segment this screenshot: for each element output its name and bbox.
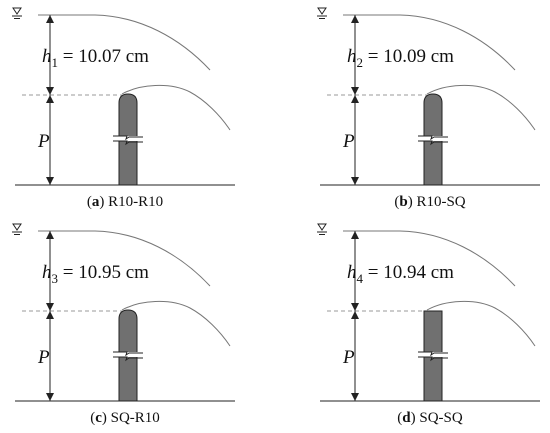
break-line-top [418, 135, 448, 141]
caption-letter: d [402, 410, 411, 426]
p-top-arrow [351, 311, 359, 319]
p-top-arrow [351, 95, 359, 103]
nappe-curve [121, 300, 231, 347]
head-subscript: 3 [52, 271, 59, 286]
head-equals: = [58, 262, 78, 283]
panel-caption: (a) R10-R10 [87, 194, 163, 210]
caption-text: SQ-SQ [419, 410, 463, 426]
head-equals: = [58, 46, 78, 67]
panel-a: h1 = 10.07 cm P (a) R10-R10 [12, 7, 235, 210]
h-bottom-arrow [351, 87, 359, 95]
panel-b: h2 = 10.09 cm P (b) R10-SQ [317, 7, 540, 210]
water-level-triangle-icon [317, 7, 327, 15]
head-subscript: 4 [357, 271, 364, 286]
break-line-top [113, 351, 143, 357]
water-surface-line [38, 230, 211, 287]
panel-c: h3 = 10.95 cm P (c) SQ-R10 [12, 223, 235, 426]
caption-open-paren: ( [397, 410, 402, 426]
head-subscript: 2 [357, 55, 364, 70]
weir-height-label: P [37, 131, 50, 152]
panel-caption: (c) SQ-R10 [90, 410, 160, 426]
p-top-arrow [46, 311, 54, 319]
break-line-bottom [418, 356, 448, 362]
h-top-arrow [351, 231, 359, 239]
head-subscript: 1 [52, 55, 59, 70]
caption-close-paren: ) [408, 194, 417, 210]
h-top-arrow [46, 231, 54, 239]
h-bottom-arrow [46, 87, 54, 95]
weir-height-label: P [37, 347, 50, 368]
break-line-bottom [113, 140, 143, 146]
head-symbol: h [347, 262, 357, 283]
panel-caption: (d) SQ-SQ [397, 410, 463, 426]
break-line-top [418, 351, 448, 357]
head-symbol: h [42, 46, 52, 67]
head-label: h2 = 10.09 cm [347, 46, 454, 70]
p-bottom-arrow [351, 177, 359, 185]
nappe-curve [426, 84, 536, 131]
weir-height-label: P [342, 131, 355, 152]
water-surface-line [343, 14, 516, 71]
caption-close-paren: ) [99, 194, 108, 210]
water-level-triangle-icon [12, 223, 22, 231]
panel-d: h4 = 10.94 cm P (d) SQ-SQ [317, 223, 540, 426]
h-top-arrow [351, 15, 359, 23]
head-symbol: h [347, 46, 357, 67]
weir-break-gap [418, 136, 448, 141]
caption-close-paren: ) [102, 410, 111, 426]
head-label: h1 = 10.07 cm [42, 46, 149, 70]
caption-letter: a [92, 194, 100, 210]
caption-close-paren: ) [411, 410, 420, 426]
water-level-triangle-icon [317, 223, 327, 231]
head-value: 10.95 cm [78, 262, 149, 283]
break-line-bottom [418, 140, 448, 146]
caption-open-paren: ( [394, 194, 399, 210]
head-equals: = [363, 46, 383, 67]
break-line-bottom [113, 356, 143, 362]
caption-text: R10-R10 [108, 194, 163, 210]
p-bottom-arrow [46, 177, 54, 185]
h-top-arrow [46, 15, 54, 23]
head-equals: = [363, 262, 383, 283]
water-level-triangle-icon [12, 7, 22, 15]
caption-text: R10-SQ [416, 194, 465, 210]
water-surface-line [38, 14, 211, 71]
head-value: 10.09 cm [383, 46, 454, 67]
p-bottom-arrow [351, 393, 359, 401]
weir-break-gap [418, 352, 448, 357]
head-symbol: h [42, 262, 52, 283]
weir-break-gap [113, 352, 143, 357]
caption-letter: b [399, 194, 407, 210]
nappe-curve [426, 300, 536, 347]
head-label: h3 = 10.95 cm [42, 262, 149, 286]
caption-open-paren: ( [87, 194, 92, 210]
weir-break-gap [113, 136, 143, 141]
weir-height-label: P [342, 347, 355, 368]
h-bottom-arrow [46, 303, 54, 311]
caption-open-paren: ( [90, 410, 95, 426]
nappe-curve [121, 84, 231, 131]
break-line-top [113, 135, 143, 141]
head-value: 10.94 cm [383, 262, 454, 283]
h-bottom-arrow [351, 303, 359, 311]
p-bottom-arrow [46, 393, 54, 401]
head-label: h4 = 10.94 cm [347, 262, 454, 286]
head-value: 10.07 cm [78, 46, 149, 67]
water-surface-line [343, 230, 516, 287]
panel-caption: (b) R10-SQ [394, 194, 465, 210]
caption-letter: c [95, 410, 102, 426]
caption-text: SQ-R10 [111, 410, 160, 426]
p-top-arrow [46, 95, 54, 103]
